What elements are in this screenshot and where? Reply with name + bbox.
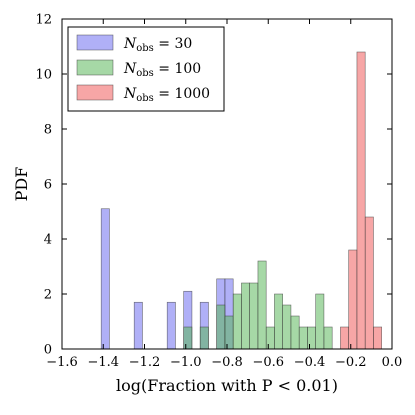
bar-series-2-bin-14 [307, 326, 316, 350]
bar-series-2-bin-5 [232, 293, 242, 350]
bar-series-3-bin-5 [373, 326, 382, 350]
legend-swatch-1 [76, 34, 114, 51]
x-tick-label: −0.8 [211, 355, 243, 370]
bar-series-1-bin-2 [133, 301, 143, 350]
y-tick-label: 0 [44, 343, 52, 358]
bar-series-1-bin-1 [100, 208, 110, 350]
bar-series-1-bin-3 [166, 301, 176, 350]
x-tick-label: 0.0 [382, 355, 403, 370]
x-tick-label: −1.2 [129, 355, 161, 370]
y-tick-label: 8 [44, 123, 52, 138]
x-axis-label: log(Fraction with P < 0.01) [116, 376, 338, 395]
legend-swatch-3 [76, 84, 114, 101]
legend-label-3: Nobs = 1000 [123, 86, 210, 104]
bar-series-2-bin-10 [274, 293, 283, 350]
bar-series-3-bin-3 [356, 51, 366, 350]
legend-label-2: Nobs = 100 [123, 61, 201, 79]
legend-label-1: Nobs = 30 [123, 36, 192, 54]
bar-series-2-bin-15 [315, 293, 325, 350]
bar-series-2-bin-13 [298, 326, 308, 350]
x-tick-label: −1.0 [170, 355, 202, 370]
y-tick-label: 6 [44, 178, 52, 193]
bar-series-2-bin-3 [216, 304, 226, 350]
bar-series-2-bin-8 [257, 260, 267, 350]
x-tick-label: −1.4 [87, 355, 119, 370]
bar-series-2-bin-12 [290, 315, 300, 350]
y-tick-label: 4 [44, 233, 52, 248]
x-tick-label: −0.4 [294, 355, 326, 370]
y-tick-label: 2 [44, 288, 52, 303]
bar-series-2-bin-4 [224, 315, 234, 350]
y-tick-label: 10 [35, 68, 52, 83]
axis-ticks: −1.6 −1.4 −1.2 −1.0 −0.8 −0.6 −0.4 −0.2 0.0 0 2 4 6 8… [35, 13, 402, 371]
y-tick-label: 12 [35, 13, 52, 28]
bar-series-3-bin-1 [340, 326, 349, 350]
y-axis-label: PDF [12, 167, 31, 202]
x-tick-label: −1.6 [46, 355, 78, 370]
bar-series-2-bin-9 [265, 326, 275, 350]
bar-series-2-bin-16 [323, 326, 333, 350]
legend: Nobs = 30 Nobs = 100 Nobs = 1000 [67, 26, 225, 112]
bar-series-2-bin-1 [183, 326, 193, 350]
legend-swatch-2 [76, 59, 114, 76]
x-tick-label: −0.6 [252, 355, 284, 370]
bar-series-2-bin-6 [241, 282, 250, 350]
bar-series-3-bin-4 [364, 216, 374, 350]
histogram-bars [100, 51, 382, 350]
bar-series-2-bin-7 [249, 282, 259, 350]
x-tick-label: −0.2 [335, 355, 367, 370]
bar-series-3-bin-2 [348, 249, 358, 350]
bar-series-2-bin-2 [199, 326, 209, 350]
bar-series-2-bin-11 [282, 304, 292, 350]
